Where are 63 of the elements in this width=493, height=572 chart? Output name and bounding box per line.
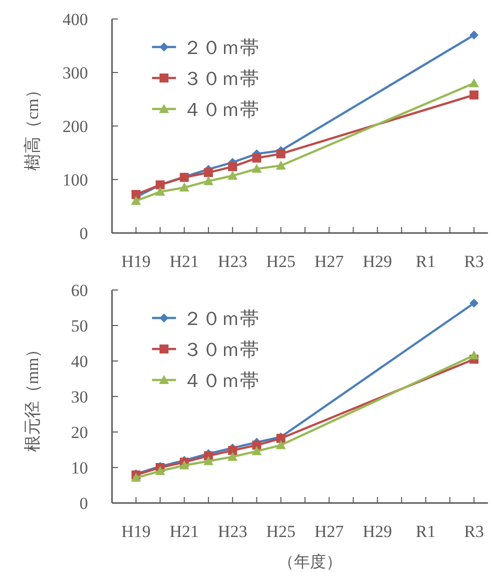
point xyxy=(276,160,286,170)
y-tick-label: 0 xyxy=(80,494,88,513)
x-tick-label: H25 xyxy=(266,252,296,271)
point xyxy=(469,350,479,360)
legend-label: ３０ｍ帯 xyxy=(183,69,259,90)
point xyxy=(179,182,190,192)
y-tick-label: 10 xyxy=(71,458,88,478)
point xyxy=(470,298,478,308)
y-tick-label: 40 xyxy=(71,352,88,371)
point xyxy=(228,446,238,455)
point xyxy=(203,456,214,466)
point xyxy=(252,154,262,163)
x-tick-label: H29 xyxy=(362,522,392,541)
y-tick-label: 200 xyxy=(62,117,88,136)
x-tick-label: H19 xyxy=(121,522,151,541)
point xyxy=(131,196,141,205)
x-tick-label: H29 xyxy=(362,252,392,271)
legend-label: ４０ｍ帯 xyxy=(183,100,259,121)
x-tick-label: H25 xyxy=(266,522,296,541)
point xyxy=(203,176,214,186)
point xyxy=(228,170,238,180)
point xyxy=(132,190,140,199)
y-tick-label: 100 xyxy=(62,170,88,190)
x-tick-label: H27 xyxy=(314,522,344,541)
point xyxy=(252,164,262,173)
point xyxy=(131,472,141,482)
point xyxy=(252,446,262,456)
x-tick-label: R3 xyxy=(464,522,484,541)
y-tick-label: 50 xyxy=(71,316,88,336)
legend-label: ２０ｍ帯 xyxy=(183,38,259,59)
y-tick-label: 0 xyxy=(80,224,88,243)
y-axis-title: 樹高（cm） xyxy=(23,82,42,170)
x-tick-label: H19 xyxy=(121,252,151,271)
y-tick-label: 300 xyxy=(62,64,88,82)
point xyxy=(470,90,478,100)
point xyxy=(155,186,166,196)
point xyxy=(470,30,478,40)
point xyxy=(276,440,286,450)
x-tick-label: R3 xyxy=(464,252,484,271)
y-tick-label: 20 xyxy=(71,423,88,442)
x-tick-label: H21 xyxy=(170,522,199,541)
point xyxy=(228,452,238,461)
legend-label: ２０ｍ帯 xyxy=(183,309,259,330)
x-tick-label: H27 xyxy=(314,252,344,271)
x-tick-label: H23 xyxy=(218,252,248,271)
legend-label: ４０ｍ帯 xyxy=(183,371,259,392)
point xyxy=(155,466,166,476)
x-tick-label: H21 xyxy=(170,252,199,271)
point xyxy=(228,162,238,172)
legend-label: ３０ｍ帯 xyxy=(183,340,259,361)
point xyxy=(204,168,213,178)
point xyxy=(179,460,190,470)
y-axis-title: 根元径（mm） xyxy=(23,340,42,452)
y-tick-label: 30 xyxy=(71,388,88,406)
x-tick-label: R1 xyxy=(416,522,436,541)
x-tick-label: H23 xyxy=(218,522,248,541)
y-tick-label: 400 xyxy=(62,10,88,29)
y-tick-label: 60 xyxy=(71,281,88,300)
x-axis-title: （年度） xyxy=(278,553,342,571)
point xyxy=(252,440,262,450)
point xyxy=(469,78,479,88)
x-tick-label: R1 xyxy=(416,252,436,271)
point xyxy=(276,149,286,158)
